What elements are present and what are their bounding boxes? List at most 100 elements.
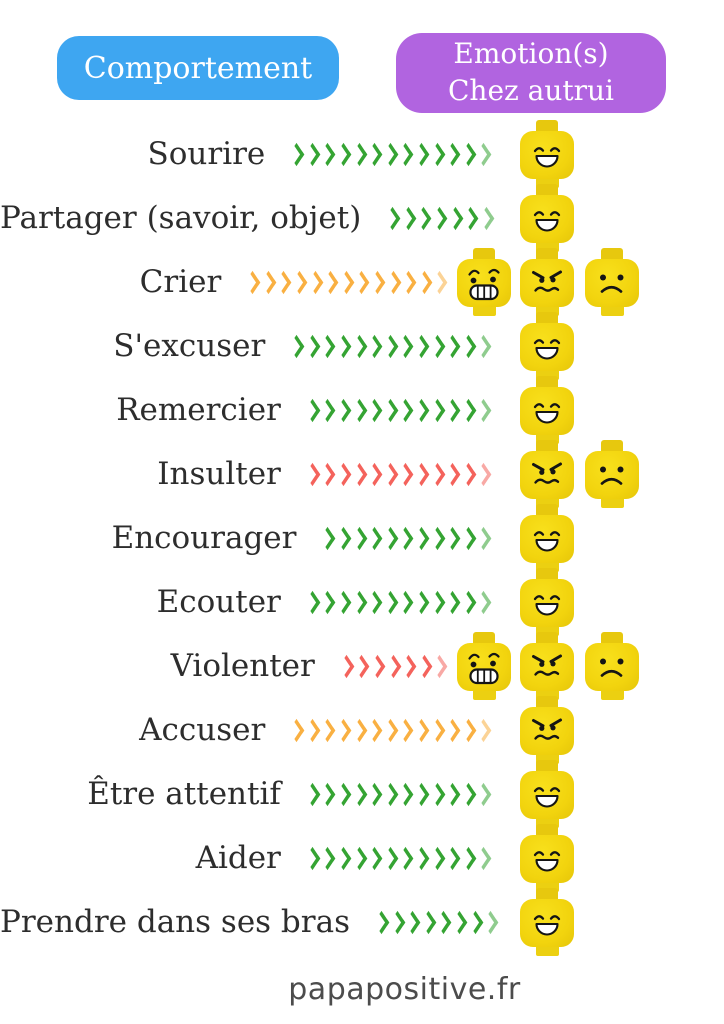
lego-stud bbox=[536, 760, 558, 771]
lego-neck bbox=[535, 499, 559, 508]
behavior-row: Aider bbox=[0, 824, 724, 892]
behavior-label: Partager (savoir, objet) bbox=[0, 200, 362, 236]
behavior-row: Remercier bbox=[0, 376, 724, 444]
behavior-row: Crier bbox=[0, 248, 724, 316]
lego-stud bbox=[536, 376, 558, 387]
behavior-label: Insulter bbox=[157, 456, 281, 492]
header: Comportement Emotion(s) Chez autrui bbox=[0, 0, 724, 122]
lego-neck bbox=[535, 755, 559, 764]
lego-head-happy-icon bbox=[520, 888, 574, 956]
behavior-header-label: Comportement bbox=[83, 50, 313, 86]
lego-head-happy-icon bbox=[520, 376, 574, 444]
behavior-label: Encourager bbox=[111, 520, 297, 556]
lego-neck bbox=[600, 307, 624, 316]
behavior-label: Crier bbox=[139, 264, 222, 300]
lego-face-sad bbox=[585, 259, 639, 307]
behavior-row: Insulter bbox=[0, 440, 724, 508]
emotion-heads bbox=[0, 376, 724, 444]
behavior-label: Accuser bbox=[139, 712, 266, 748]
behavior-row: Accuser bbox=[0, 696, 724, 764]
lego-face-scared bbox=[457, 643, 511, 691]
lego-face-happy bbox=[520, 899, 574, 947]
behavior-row: Encourager bbox=[0, 504, 724, 572]
emotion-heads bbox=[0, 312, 724, 380]
lego-face-happy bbox=[520, 771, 574, 819]
behavior-row: Être attentif bbox=[0, 760, 724, 828]
lego-head-sad-icon bbox=[585, 248, 639, 316]
website-url: papapositive.fr bbox=[288, 971, 521, 1007]
behavior-label: Violenter bbox=[170, 648, 315, 684]
emotion-heads bbox=[0, 248, 724, 316]
lego-head-happy-icon bbox=[520, 184, 574, 252]
emotion-heads bbox=[0, 696, 724, 764]
lego-face-angry bbox=[520, 451, 574, 499]
lego-face-sad bbox=[585, 643, 639, 691]
lego-neck bbox=[535, 243, 559, 252]
lego-face-happy bbox=[520, 835, 574, 883]
emotion-heads bbox=[0, 184, 724, 252]
lego-face-angry bbox=[520, 259, 574, 307]
lego-neck bbox=[472, 307, 496, 316]
lego-neck bbox=[600, 691, 624, 700]
behavior-row: Ecouter bbox=[0, 568, 724, 636]
lego-stud bbox=[536, 504, 558, 515]
lego-stud bbox=[536, 248, 558, 259]
lego-stud bbox=[536, 312, 558, 323]
behavior-label: Prendre dans ses bras bbox=[0, 904, 350, 940]
lego-head-happy-icon bbox=[520, 760, 574, 828]
lego-head-angry-icon bbox=[520, 248, 574, 316]
lego-face-happy bbox=[520, 131, 574, 179]
lego-head-happy-icon bbox=[520, 312, 574, 380]
lego-neck bbox=[535, 627, 559, 636]
behavior-emotion-list: Sourire Partager (savoir, objet) Crier S… bbox=[0, 120, 724, 956]
lego-head-scared-icon bbox=[457, 632, 511, 700]
lego-stud bbox=[473, 248, 495, 259]
emotion-heads bbox=[0, 632, 724, 700]
emotion-column-header: Emotion(s) Chez autrui bbox=[396, 33, 666, 113]
behavior-column-header: Comportement bbox=[57, 36, 339, 100]
lego-stud bbox=[601, 632, 623, 643]
emotion-heads bbox=[0, 888, 724, 956]
emotion-heads bbox=[0, 760, 724, 828]
lego-face-angry bbox=[520, 643, 574, 691]
emotion-heads bbox=[0, 568, 724, 636]
lego-face-happy bbox=[520, 195, 574, 243]
lego-stud bbox=[601, 248, 623, 259]
lego-face-happy bbox=[520, 387, 574, 435]
lego-neck bbox=[535, 371, 559, 380]
lego-head-sad-icon bbox=[585, 440, 639, 508]
lego-neck bbox=[535, 307, 559, 316]
behavior-label: Remercier bbox=[116, 392, 281, 428]
lego-neck bbox=[535, 691, 559, 700]
lego-head-sad-icon bbox=[585, 632, 639, 700]
lego-neck bbox=[535, 947, 559, 956]
lego-stud bbox=[536, 632, 558, 643]
lego-stud bbox=[536, 184, 558, 195]
lego-stud bbox=[536, 120, 558, 131]
emotion-heads bbox=[0, 824, 724, 892]
lego-head-happy-icon bbox=[520, 824, 574, 892]
behavior-label: Ecouter bbox=[156, 584, 281, 620]
behavior-row: S'excuser bbox=[0, 312, 724, 380]
lego-face-sad bbox=[585, 451, 639, 499]
behavior-label: S'excuser bbox=[113, 328, 266, 364]
lego-face-happy bbox=[520, 515, 574, 563]
behavior-row: Prendre dans ses bras bbox=[0, 888, 724, 956]
lego-neck bbox=[535, 435, 559, 444]
lego-neck bbox=[535, 563, 559, 572]
lego-head-happy-icon bbox=[520, 568, 574, 636]
lego-face-scared bbox=[457, 259, 511, 307]
lego-neck bbox=[535, 179, 559, 188]
emotion-heads bbox=[0, 120, 724, 188]
lego-neck bbox=[535, 883, 559, 892]
emotion-header-line2: Chez autrui bbox=[447, 74, 615, 107]
lego-stud bbox=[473, 632, 495, 643]
emotion-heads bbox=[0, 504, 724, 572]
lego-face-happy bbox=[520, 579, 574, 627]
lego-stud bbox=[536, 824, 558, 835]
lego-stud bbox=[536, 696, 558, 707]
lego-neck bbox=[535, 819, 559, 828]
lego-head-happy-icon bbox=[520, 120, 574, 188]
lego-stud bbox=[601, 440, 623, 451]
